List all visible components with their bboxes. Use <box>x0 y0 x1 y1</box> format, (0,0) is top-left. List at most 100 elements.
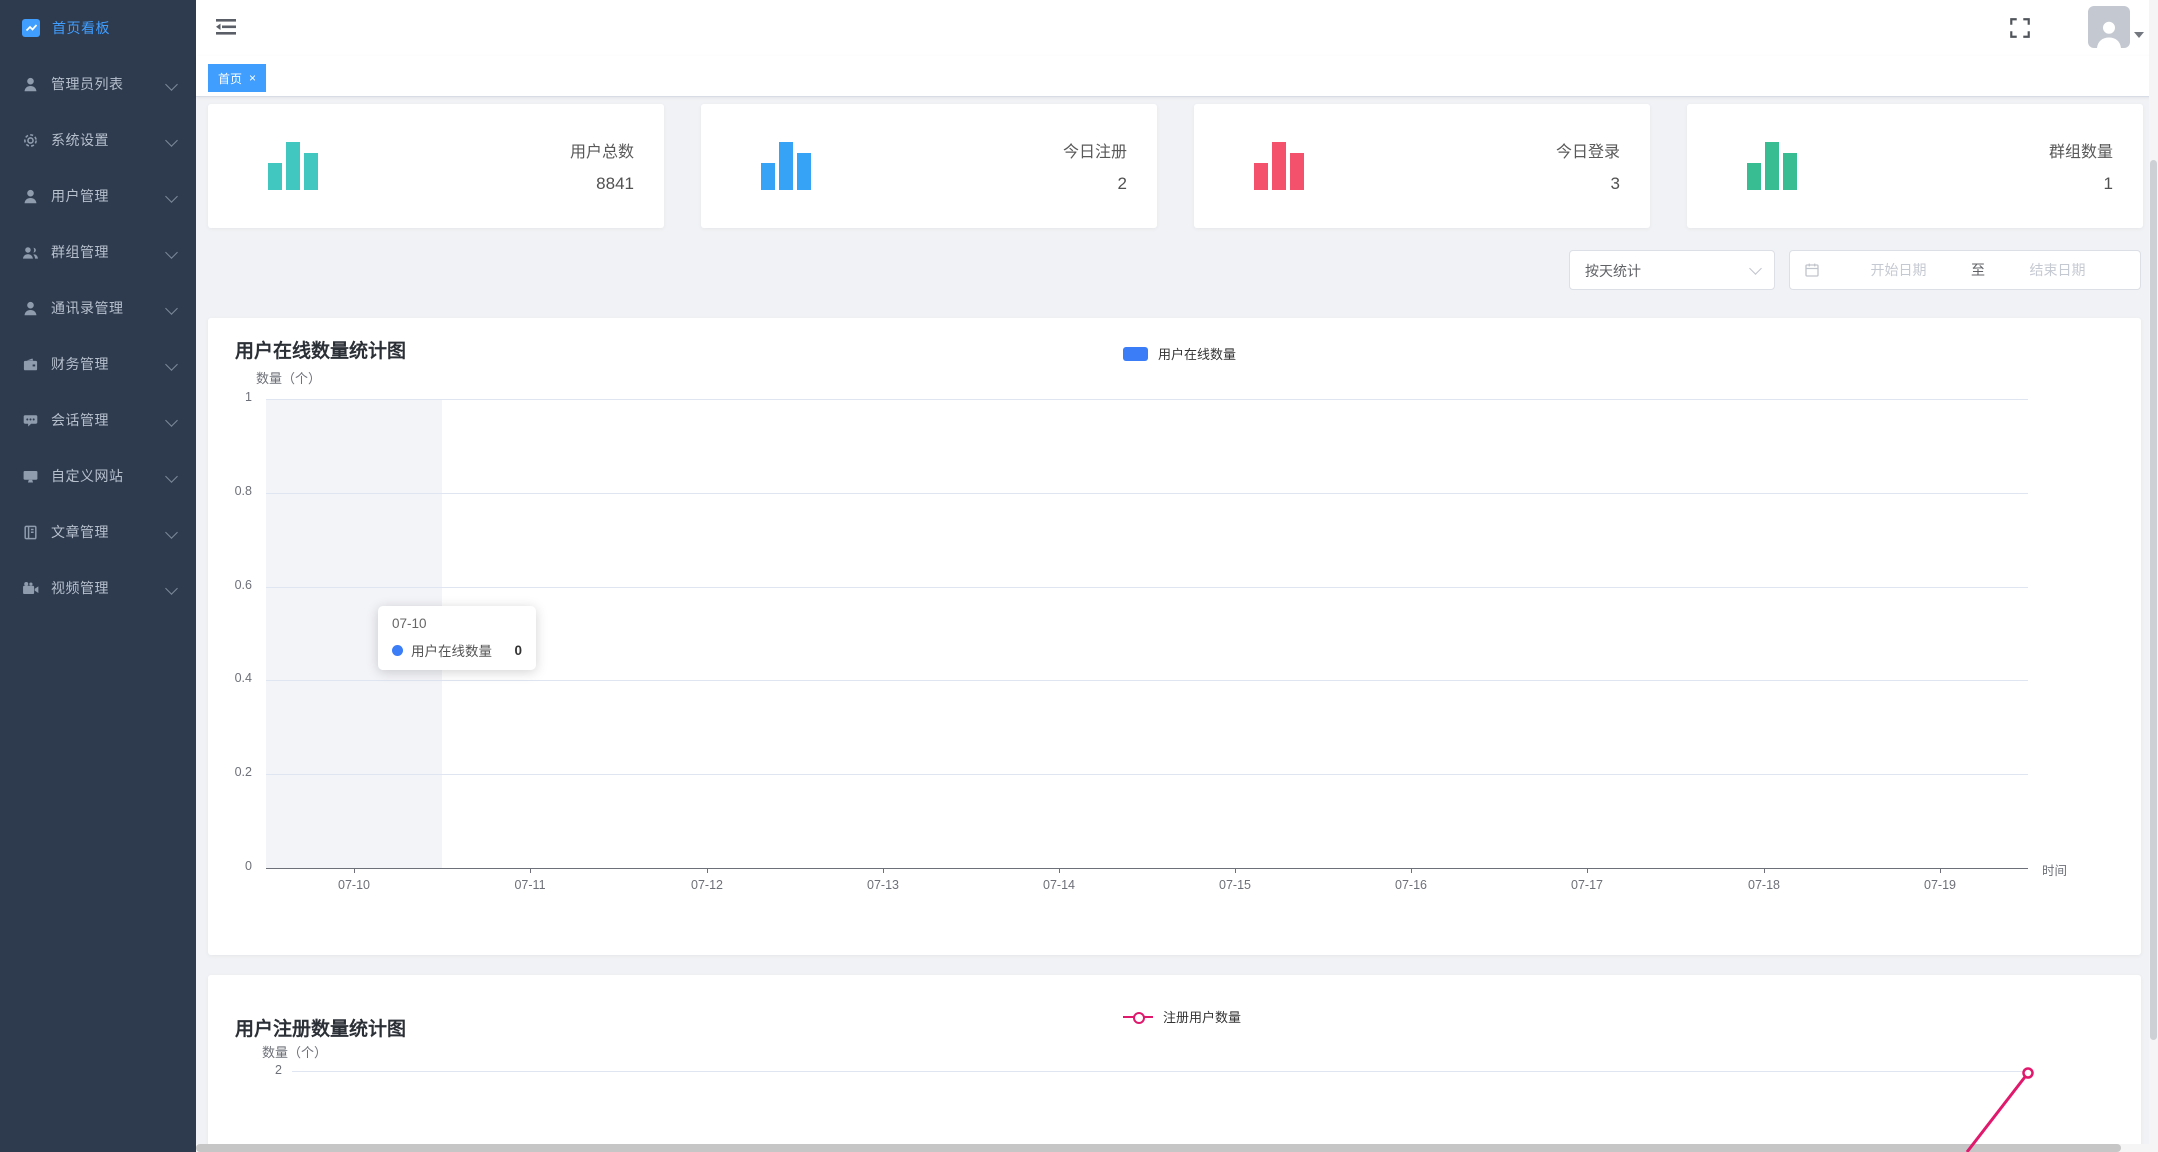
top-header <box>196 0 2158 57</box>
tooltip-date: 07-10 <box>392 616 427 631</box>
horizontal-scrollbar-thumb[interactable] <box>196 1144 2121 1152</box>
chat-icon <box>23 414 38 426</box>
sidebar-item-label: 视频管理 <box>51 580 109 596</box>
tooltip-series-name: 用户在线数量 <box>411 644 492 659</box>
stat-card-label: 今日注册 <box>1062 144 1127 161</box>
chevron-down-icon <box>1749 262 1762 275</box>
online-chart-plot-area[interactable]: 07-10 07-11 07-12 07-13 07-14 07-15 07-1… <box>266 399 2028 892</box>
start-date-input[interactable] <box>1830 261 1967 279</box>
register-chart-legend[interactable]: 注册用户数量 <box>1123 1007 1241 1026</box>
stat-card-total-users: 用户总数 8841 <box>208 104 664 228</box>
vertical-scrollbar <box>2149 0 2158 1152</box>
online-chart-legend[interactable]: 用户在线数量 <box>1123 344 1236 363</box>
end-date-input[interactable] <box>1989 261 2126 279</box>
bar-chart-icon <box>1254 142 1304 190</box>
tooltip-series-dot <box>392 644 403 656</box>
legend-label: 用户在线数量 <box>1158 347 1237 362</box>
y-tick-label: 1 <box>245 390 252 404</box>
user-avatar[interactable] <box>2088 6 2130 48</box>
article-icon <box>24 525 37 539</box>
select-value: 按天统计 <box>1585 263 1641 279</box>
stat-card-label: 用户总数 <box>569 144 634 161</box>
sidebar-item-label: 会话管理 <box>51 412 109 428</box>
sidebar-item-group-management[interactable]: 群组管理 <box>0 224 196 280</box>
calendar-icon <box>1805 263 1819 277</box>
gear-icon <box>24 133 37 147</box>
x-tick-label: 07-12 <box>691 878 723 892</box>
sidebar-item-label: 通讯录管理 <box>51 300 124 316</box>
sidebar-item-label: 首页看板 <box>52 20 110 36</box>
bar-chart-icon <box>1747 142 1797 190</box>
x-tick-label: 07-10 <box>338 878 370 892</box>
tab-home[interactable]: 首页 × <box>208 64 267 92</box>
users-icon <box>22 246 38 259</box>
sidebar-item-session-management[interactable]: 会话管理 <box>0 392 196 448</box>
gridline <box>292 1071 2028 1072</box>
stat-card-group-count: 群组数量 1 <box>1687 104 2143 228</box>
chevron-down-icon <box>165 358 178 371</box>
horizontal-scrollbar <box>196 1144 2158 1152</box>
user-icon <box>24 189 37 203</box>
chevron-down-icon <box>165 414 178 427</box>
sidebar-item-label: 自定义网站 <box>51 468 124 484</box>
stat-card-today-logins: 今日登录 3 <box>1194 104 1650 228</box>
chevron-down-icon <box>165 526 178 539</box>
x-tick-label: 07-17 <box>1571 878 1603 892</box>
sidebar-item-custom-website[interactable]: 自定义网站 <box>0 448 196 504</box>
vertical-scrollbar-thumb[interactable] <box>2150 160 2157 1040</box>
sidebar-item-video-management[interactable]: 视频管理 <box>0 560 196 616</box>
chevron-down-icon <box>165 78 178 91</box>
dashboard-icon <box>22 19 40 37</box>
group-by-select[interactable]: 按天统计 <box>1569 250 1775 290</box>
stat-card-value: 2 <box>1117 174 1127 193</box>
x-tick-label: 07-11 <box>514 878 546 892</box>
person-icon <box>2097 21 2121 48</box>
sidebar-item-system-settings[interactable]: 系统设置 <box>0 112 196 168</box>
wallet-icon <box>23 358 38 370</box>
sidebar-item-label: 文章管理 <box>51 524 109 540</box>
tab-bar: 首页 × <box>196 56 2158 97</box>
caret-down-icon[interactable] <box>2134 32 2144 38</box>
stat-card-label: 群组数量 <box>2048 144 2113 161</box>
x-tick-label: 07-16 <box>1395 878 1427 892</box>
chevron-down-icon <box>165 134 178 147</box>
date-range-picker[interactable]: 至 <box>1789 250 2141 290</box>
stat-card-label: 今日登录 <box>1555 144 1620 161</box>
x-tick-label: 07-18 <box>1748 878 1780 892</box>
register-chart-title: 用户注册数量统计图 <box>235 1019 407 1040</box>
close-icon[interactable]: × <box>249 71 257 85</box>
sidebar-item-admin-list[interactable]: 管理员列表 <box>0 56 196 112</box>
y-tick-label: 0.6 <box>234 578 252 592</box>
legend-line-marker <box>1123 1010 1153 1024</box>
stat-card-value: 1 <box>2103 174 2113 193</box>
monitor-icon <box>23 470 38 482</box>
stat-card-today-registered: 今日注册 2 <box>701 104 1157 228</box>
sidebar-item-label: 群组管理 <box>51 244 109 260</box>
sidebar-item-label: 用户管理 <box>51 188 109 204</box>
chevron-down-icon <box>165 470 178 483</box>
date-range-separator: 至 <box>1971 262 1985 278</box>
sidebar-item-user-management[interactable]: 用户管理 <box>0 168 196 224</box>
register-chart-panel <box>208 975 2141 1152</box>
stat-card-value: 8841 <box>596 174 634 193</box>
y-axis-name: 数量（个） <box>256 371 322 386</box>
y-axis-name: 数量（个） <box>262 1045 328 1060</box>
contact-icon <box>24 301 37 315</box>
legend-swatch-blue <box>1123 346 1148 361</box>
hamburger-icon[interactable] <box>214 16 238 38</box>
y-tick-label: 2 <box>275 1063 282 1077</box>
sidebar-item-dashboard[interactable]: 首页看板 <box>0 0 196 56</box>
tooltip-value: 0 <box>514 642 522 658</box>
sidebar-item-label: 财务管理 <box>51 356 109 372</box>
x-tick-label: 07-15 <box>1219 878 1251 892</box>
legend-label: 注册用户数量 <box>1163 1010 1242 1025</box>
video-icon <box>23 581 39 594</box>
fullscreen-icon[interactable] <box>2008 16 2032 40</box>
sidebar: 首页看板 管理员列表 系统设置 用户管理 群组管理 通讯录管理 财务管理 会话管… <box>0 0 196 1152</box>
chevron-down-icon <box>165 246 178 259</box>
x-tick-label: 07-19 <box>1924 878 1956 892</box>
sidebar-item-contacts-management[interactable]: 通讯录管理 <box>0 280 196 336</box>
sidebar-item-finance-management[interactable]: 财务管理 <box>0 336 196 392</box>
sidebar-item-label: 管理员列表 <box>51 76 124 92</box>
sidebar-item-article-management[interactable]: 文章管理 <box>0 504 196 560</box>
